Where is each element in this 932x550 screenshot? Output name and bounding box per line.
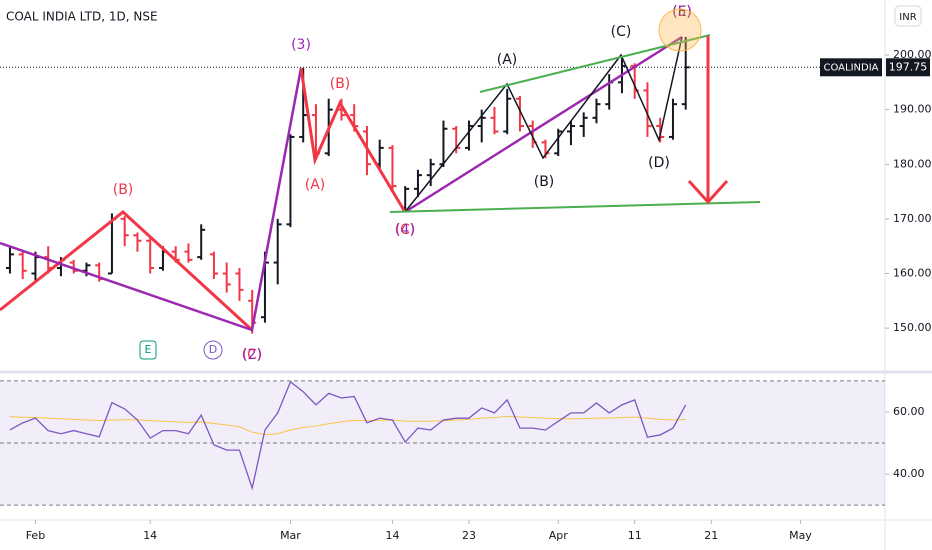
wave-line [404, 36, 683, 213]
trend-line [479, 34, 711, 93]
wave-label: D [209, 343, 217, 356]
icon-circle [203, 340, 223, 360]
x-tick-label: May [789, 529, 812, 542]
wave-label: (C) [611, 24, 632, 40]
y-tick-label: 200.00 [893, 48, 932, 61]
y-tick-label: 170.00 [893, 212, 932, 225]
y-tick-label: 150.00 [893, 321, 932, 334]
highlight-circle [658, 8, 702, 52]
wave-line [299, 67, 407, 213]
wave-label: (B) [534, 174, 555, 190]
wave-label: (C) [395, 222, 416, 238]
wave-label: (3) [291, 37, 311, 53]
x-tick-label: 21 [704, 529, 718, 542]
x-tick-label: 11 [628, 529, 642, 542]
target-arrow-head [687, 179, 729, 205]
wave-label: E [145, 343, 152, 356]
x-tick-label: 14 [385, 529, 399, 542]
y-tick-label: 190.00 [893, 103, 932, 116]
wave-label: (B) [113, 182, 134, 198]
x-tick-label: 23 [462, 529, 476, 542]
wave-line [0, 210, 254, 332]
currency[interactable]: INR [899, 12, 916, 23]
wave-label: (B) [330, 76, 351, 92]
chart-title: COAL INDIA LTD, 1D, NSE [6, 10, 158, 24]
rsi-line [9, 380, 687, 491]
last-price-label: 197.75 [889, 60, 928, 73]
last-price-box [886, 58, 930, 77]
wave-label: (2) [242, 347, 262, 363]
drawings [0, 8, 761, 332]
icon-box [139, 340, 157, 360]
wave-label: (E) [672, 4, 692, 20]
currency-box[interactable] [894, 5, 922, 27]
wave-label: (A) [305, 177, 326, 193]
x-tick-label: Mar [280, 529, 301, 542]
y-tick-label: 40.00 [893, 467, 925, 480]
wave-label: (5) [672, 4, 692, 20]
y-tick-label: 160.00 [893, 267, 932, 280]
symbol-box [820, 58, 882, 77]
x-tick-label: 14 [143, 529, 157, 542]
symbol-label: COALINDIA [823, 62, 878, 73]
wave-label: (D) [648, 155, 670, 171]
trend-line [389, 201, 761, 213]
wave-label: (C) [242, 347, 263, 363]
x-tick-label: Feb [26, 529, 45, 542]
y-tick-label: 60.00 [893, 405, 925, 418]
x-tick-label: Apr [549, 529, 569, 542]
wave-label: (A) [497, 52, 518, 68]
y-tick-label: 180.00 [893, 157, 932, 170]
wave-line [404, 35, 683, 214]
wave-label: (4) [395, 222, 415, 238]
wave-line [0, 67, 303, 332]
rsi-line [9, 415, 686, 436]
